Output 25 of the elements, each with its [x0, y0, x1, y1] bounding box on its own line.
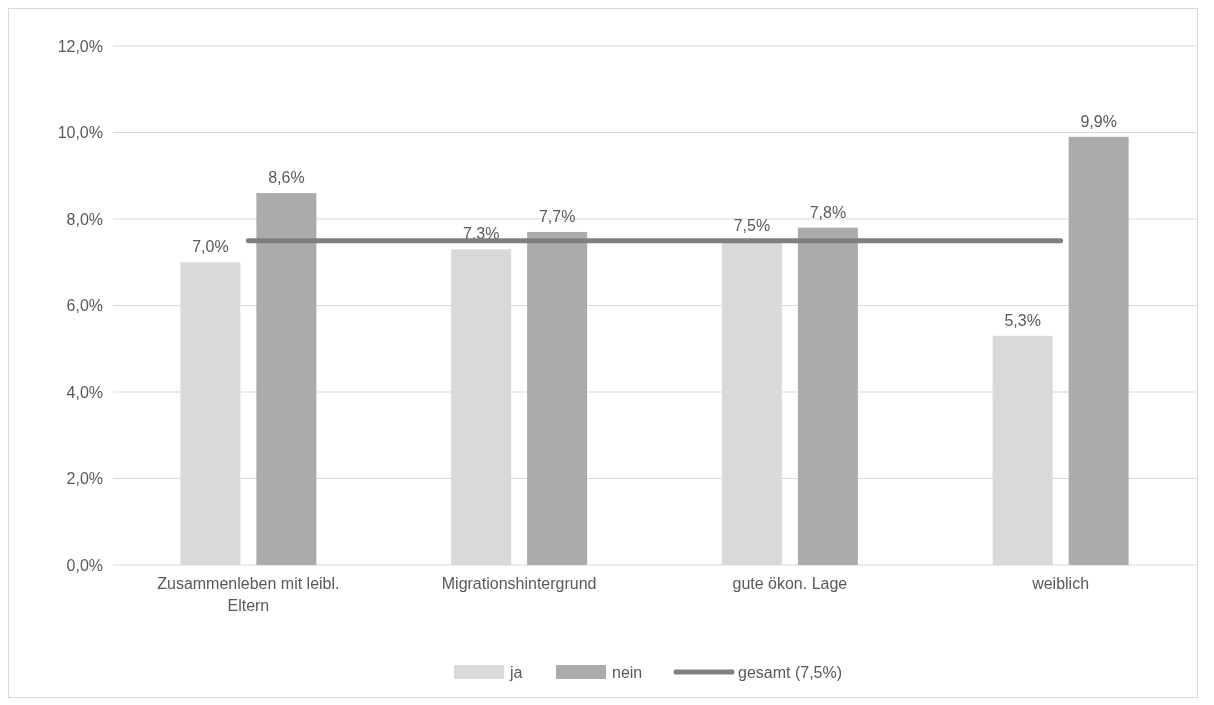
data-label: 5,3%	[1004, 311, 1041, 329]
y-tick-label: 2,0%	[66, 470, 103, 488]
data-label: 7,8%	[809, 203, 847, 221]
x-tick-label: weiblich	[1031, 575, 1090, 592]
data-label: 9,9%	[1080, 112, 1117, 130]
y-tick-label: 0,0%	[66, 556, 103, 574]
y-tick-label: 6,0%	[66, 297, 103, 315]
data-label: 8,6%	[268, 169, 305, 187]
legend-label: gesamt (7,5%)	[738, 663, 843, 681]
legend-label: nein	[612, 663, 643, 681]
bar	[527, 231, 588, 565]
bar	[1068, 136, 1129, 565]
y-tick-label: 8,0%	[66, 210, 103, 228]
y-tick-label: 10,0%	[57, 124, 103, 142]
x-tick-label: gute ökon. Lage	[732, 575, 848, 592]
legend-label: ja	[509, 663, 523, 681]
bar	[797, 227, 858, 565]
bar	[256, 193, 317, 565]
y-tick-label: 12,0%	[57, 37, 103, 55]
y-tick-label: 4,0%	[66, 383, 103, 401]
data-label: 7,5%	[733, 216, 771, 234]
x-tick-label: Migrationshintergrund	[441, 575, 597, 592]
data-label: 7,7%	[538, 207, 576, 225]
data-label: 7,0%	[192, 238, 229, 256]
x-tick-label: Zusammenleben mit leibl. Eltern	[157, 575, 340, 614]
